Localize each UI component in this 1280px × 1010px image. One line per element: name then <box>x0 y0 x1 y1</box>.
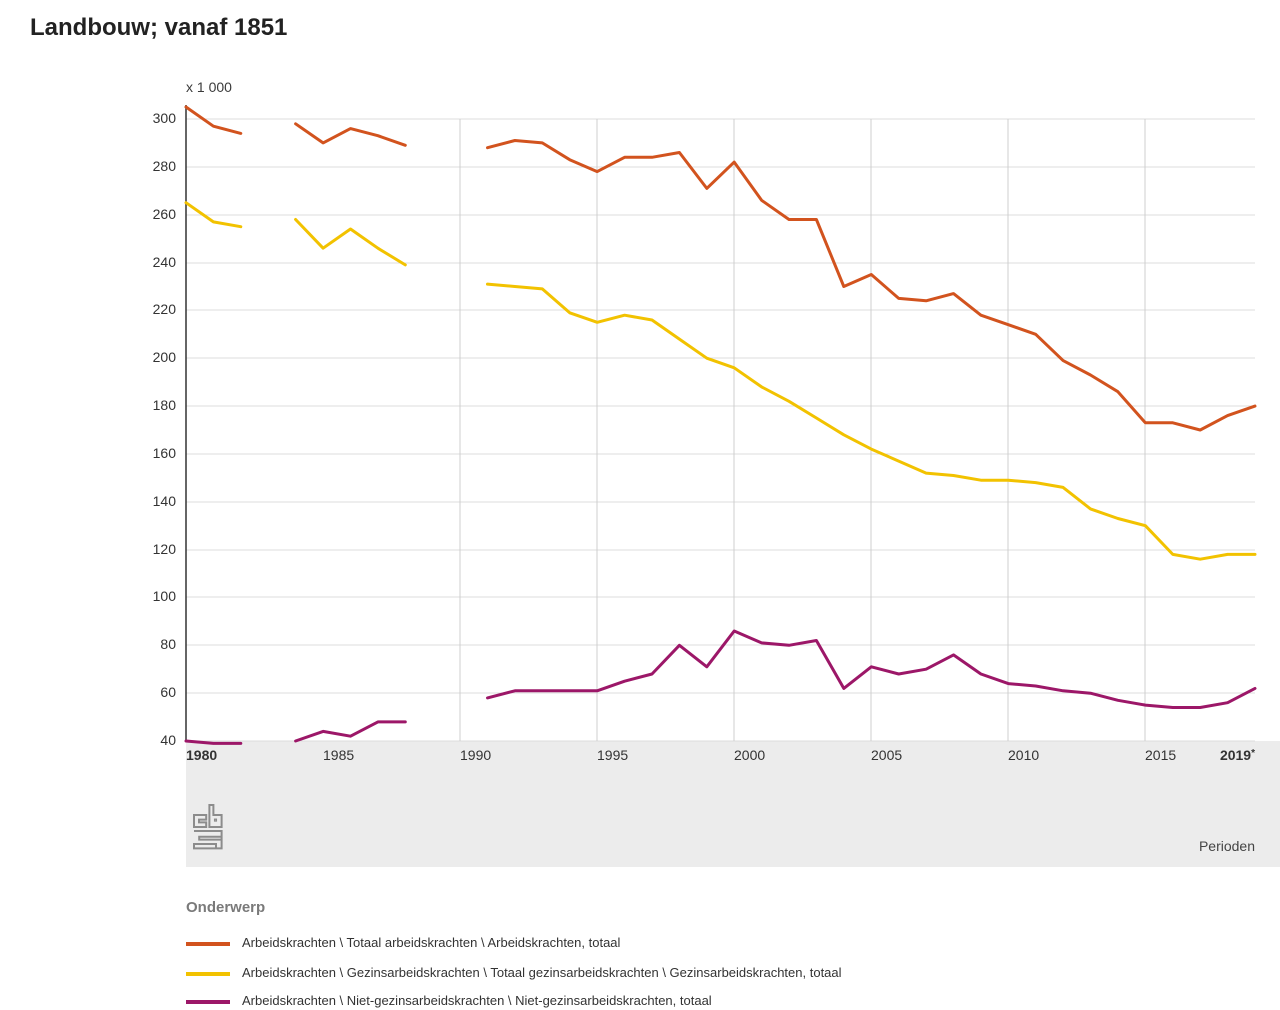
svg-text:60: 60 <box>160 684 176 700</box>
svg-text:120: 120 <box>153 541 177 557</box>
svg-text:1980: 1980 <box>186 747 217 763</box>
svg-text:2010: 2010 <box>1008 747 1039 763</box>
svg-text:2019*: 2019* <box>1220 747 1255 763</box>
svg-text:1990: 1990 <box>460 747 491 763</box>
svg-text:1985: 1985 <box>323 747 354 763</box>
svg-text:160: 160 <box>153 445 177 461</box>
svg-text:240: 240 <box>153 254 177 270</box>
svg-text:2000: 2000 <box>734 747 765 763</box>
svg-text:80: 80 <box>160 636 176 652</box>
svg-text:300: 300 <box>153 110 177 126</box>
svg-text:2005: 2005 <box>871 747 902 763</box>
svg-text:1995: 1995 <box>597 747 628 763</box>
svg-text:280: 280 <box>153 158 177 174</box>
svg-text:180: 180 <box>153 397 177 413</box>
svg-text:260: 260 <box>153 206 177 222</box>
svg-text:40: 40 <box>160 732 176 748</box>
svg-text:2015: 2015 <box>1145 747 1176 763</box>
svg-text:140: 140 <box>153 493 177 509</box>
svg-text:200: 200 <box>153 349 177 365</box>
svg-text:100: 100 <box>153 588 177 604</box>
svg-text:220: 220 <box>153 301 177 317</box>
